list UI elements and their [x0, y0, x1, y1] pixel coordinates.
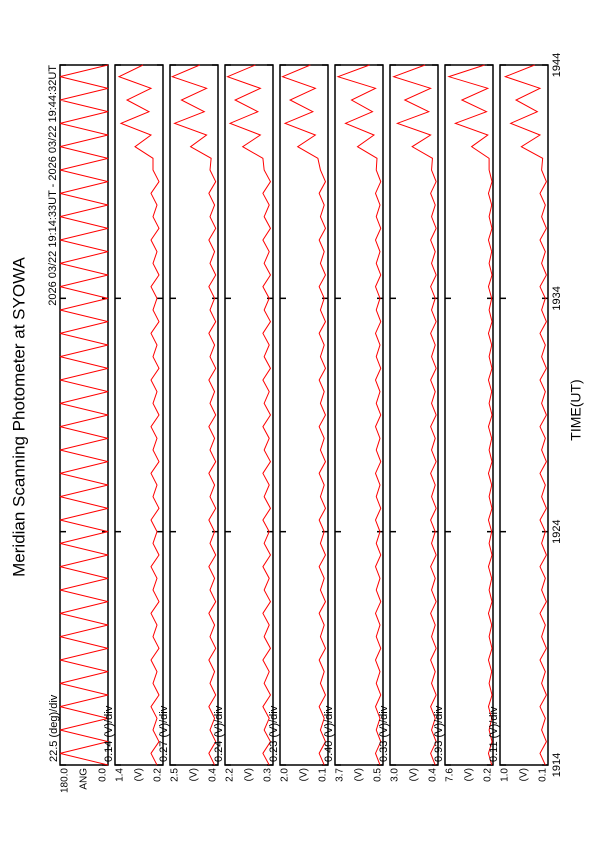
x-axis-label: TIME(UT)	[568, 379, 584, 440]
panel-frame	[444, 64, 494, 766]
subtitle: 2026 03/22 19:14:33UT - 2026 03/22 19:44…	[47, 65, 59, 306]
x-tick-label: 1914	[551, 753, 563, 777]
rotated-plot: Meridian Scanning Photometer at SYOWA 20…	[9, 53, 583, 793]
y-tick-label: 0.0	[98, 768, 109, 782]
y-tick-label: 2.5	[170, 768, 181, 782]
x-tick-label: 1944	[551, 53, 563, 77]
y-tick-label: 180.0	[60, 768, 71, 793]
scale-label: 0.11 (V)/div	[488, 706, 500, 762]
y-tick-label: 1.0	[500, 768, 511, 782]
y-tick-label: 1.4	[115, 768, 126, 782]
y-tick-label: 0.2	[483, 768, 494, 782]
trace	[336, 64, 382, 766]
unit-label: (V)	[409, 768, 420, 781]
y-tick-label: 3.7	[335, 768, 346, 782]
scale-label: 0.40 (V)/div	[323, 705, 335, 762]
y-tick-label: 2.0	[280, 768, 291, 782]
trace	[281, 64, 327, 766]
y-tick-label: 0.4	[208, 768, 219, 782]
panel-frame	[169, 64, 219, 766]
trace	[226, 64, 272, 766]
trace	[117, 64, 160, 766]
unit-label: (V)	[464, 768, 475, 781]
panel-frame	[224, 64, 274, 766]
chart-title: Meridian Scanning Photometer at SYOWA	[9, 257, 28, 577]
scale-label: 0.24 (V)/div	[213, 705, 225, 762]
y-tick-label: 0.4	[428, 768, 439, 782]
scale-label: 0.27 (V)/div	[158, 705, 170, 762]
unit-label: (V)	[134, 768, 145, 781]
y-tick-label: 0.1	[318, 768, 329, 782]
scale-label: 22.5 (deg)/div	[48, 694, 60, 762]
trace	[170, 64, 217, 766]
scale-label: 0.93 (V)/div	[433, 705, 445, 762]
trace	[392, 64, 437, 766]
panel-frame	[499, 64, 549, 766]
panel-frame	[59, 64, 109, 766]
y-tick-label: 3.0	[390, 768, 401, 782]
panel-frame	[389, 64, 439, 766]
y-tick-label: 0.1	[538, 768, 549, 782]
y-tick-label: 2.2	[225, 768, 236, 782]
scale-label: 0.33 (V)/div	[378, 705, 390, 762]
y-tick-label: 0.2	[153, 768, 164, 782]
y-tick-label: 0.3	[263, 768, 274, 782]
y-tick-label: 7.6	[445, 768, 456, 782]
unit-label: (V)	[299, 768, 310, 781]
unit-label: (V)	[519, 768, 530, 781]
x-tick-label: 1934	[551, 286, 563, 310]
x-tick-label: 1924	[551, 519, 563, 543]
scale-label: 0.23 (V)/div	[268, 705, 280, 762]
trace	[447, 64, 493, 766]
panel-frame	[279, 64, 329, 766]
panel-frame	[334, 64, 384, 766]
trace	[503, 64, 547, 766]
trace	[59, 64, 109, 766]
panel-frame	[114, 64, 164, 766]
unit-label: (V)	[244, 768, 255, 781]
scale-label: 0.14 (V)/div	[103, 705, 115, 762]
unit-label: ANG	[79, 768, 90, 790]
y-tick-label: 0.5	[373, 768, 384, 782]
unit-label: (V)	[189, 768, 200, 781]
unit-label: (V)	[354, 768, 365, 781]
